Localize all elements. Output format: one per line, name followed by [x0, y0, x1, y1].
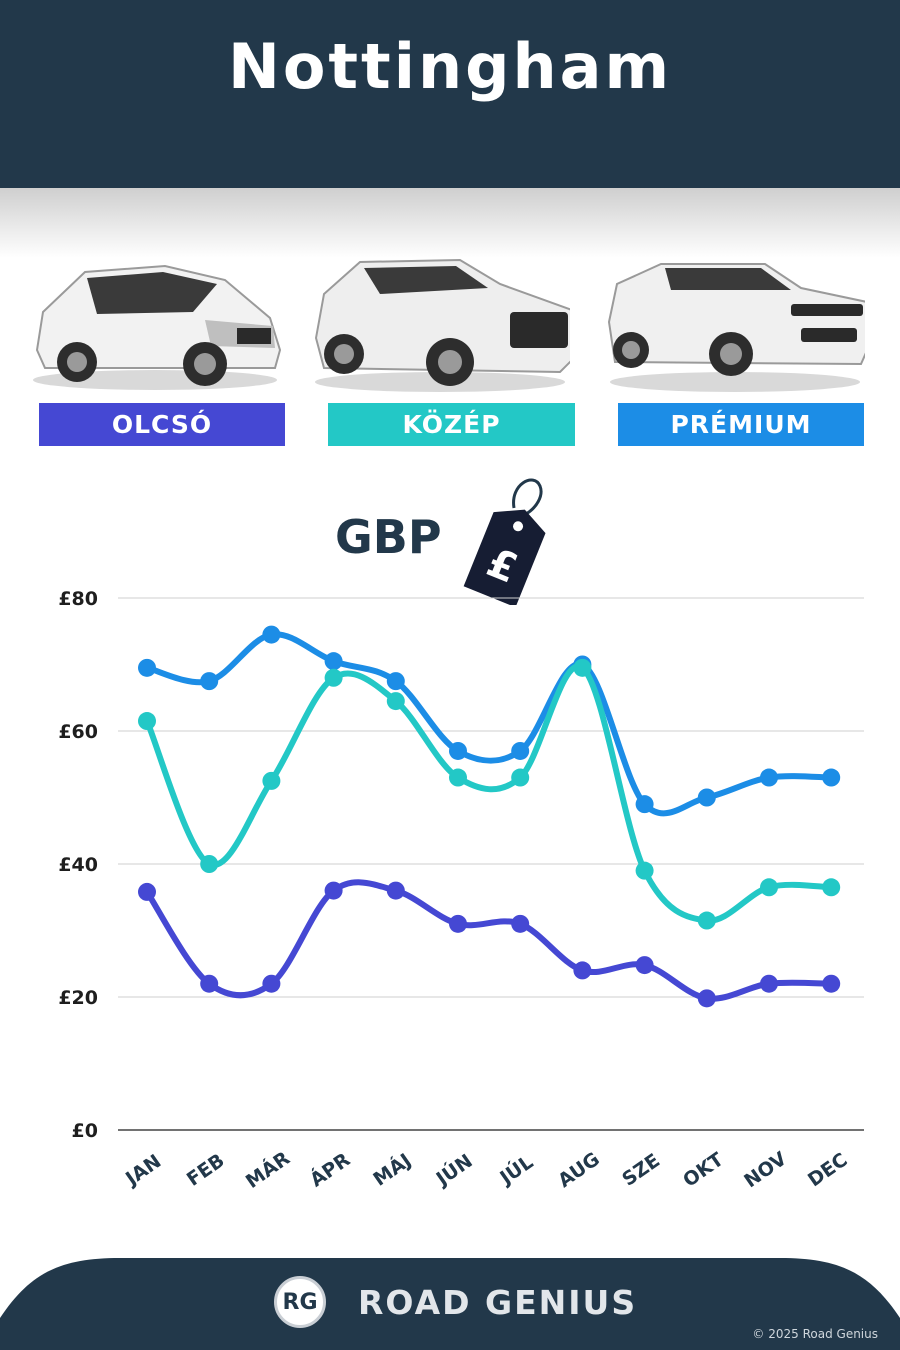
data-point [138, 712, 156, 731]
x-tick-label: JAN [120, 1150, 165, 1191]
y-tick-label: £20 [58, 987, 98, 1009]
copyright-text: © 2025 Road Genius [752, 1327, 878, 1341]
y-tick-label: £80 [58, 588, 98, 610]
x-tick-label: JÚN [430, 1148, 477, 1191]
x-tick-label: DEC [804, 1149, 852, 1192]
category-badge-mid: KÖZÉP [328, 403, 575, 446]
data-point [449, 768, 467, 787]
page-title: Nottingham [227, 30, 673, 103]
data-point [697, 788, 716, 807]
series-line [144, 879, 835, 1002]
category-label: OLCSÓ [111, 410, 213, 439]
data-point [386, 881, 405, 900]
x-tick-label: AUG [554, 1148, 604, 1192]
premium-suv-car-icon [607, 263, 865, 392]
data-point [262, 625, 281, 644]
hatchback-car-icon [33, 264, 282, 390]
data-point [200, 974, 219, 993]
brand-name: ROAD GENIUS [358, 1283, 638, 1322]
price-line-chart: £0 £20 £40 £60 £80 JAN FEB MÁR ÁPR MÁJ JÚN JÚL AUG SZ… [58, 588, 864, 1193]
category-badge-premium: PRÉMIUM [618, 403, 864, 446]
data-point [449, 741, 467, 760]
data-point [573, 658, 592, 677]
data-point [511, 914, 530, 933]
data-point [262, 974, 281, 993]
data-point [822, 974, 841, 993]
category-label: PRÉMIUM [670, 410, 812, 439]
data-point [635, 795, 654, 814]
data-point [697, 911, 716, 930]
x-tick-label: NOV [740, 1148, 791, 1193]
data-point [138, 658, 156, 677]
x-tick-label: OKT [679, 1148, 728, 1191]
data-point [573, 961, 592, 980]
currency-label: GBP [335, 510, 442, 564]
price-tag-icon: £ [463, 478, 546, 605]
x-tick-label: MÁJ [369, 1149, 416, 1191]
data-point [386, 672, 405, 691]
data-point [635, 956, 654, 975]
data-point [324, 881, 343, 900]
y-tick-label: £40 [58, 854, 98, 876]
y-tick-label: £0 [72, 1120, 98, 1142]
data-point [200, 855, 219, 873]
data-point [386, 692, 405, 711]
data-point [760, 768, 778, 787]
category-label: KÖZÉP [402, 410, 501, 439]
data-point [760, 878, 778, 897]
data-point [262, 771, 281, 790]
suv-car-icon [314, 258, 570, 392]
header-banner: Nottingham [0, 0, 900, 188]
data-point [822, 768, 841, 787]
road-genius-logo: RG [274, 1276, 326, 1328]
y-tick-label: £60 [58, 721, 98, 743]
data-point [200, 672, 219, 691]
logo-text: RG [282, 1289, 318, 1315]
x-tick-label: SZE [618, 1149, 664, 1190]
data-point [138, 882, 156, 901]
data-point [760, 974, 778, 993]
series-line [144, 663, 835, 924]
data-point [449, 914, 467, 933]
footer-banner [0, 1258, 900, 1350]
data-point [511, 741, 530, 760]
data-point [635, 861, 654, 880]
x-tick-label: ÁPR [306, 1148, 355, 1192]
data-point [324, 668, 343, 687]
data-point [697, 989, 716, 1008]
x-tick-label: MÁR [241, 1146, 294, 1193]
data-point [324, 652, 343, 671]
category-badge-budget: OLCSÓ [39, 403, 285, 446]
data-point [822, 878, 841, 897]
x-tick-label: FEB [183, 1149, 229, 1190]
header-shadow [0, 188, 900, 258]
data-point [511, 768, 530, 787]
x-tick-label: JÚL [493, 1150, 537, 1191]
